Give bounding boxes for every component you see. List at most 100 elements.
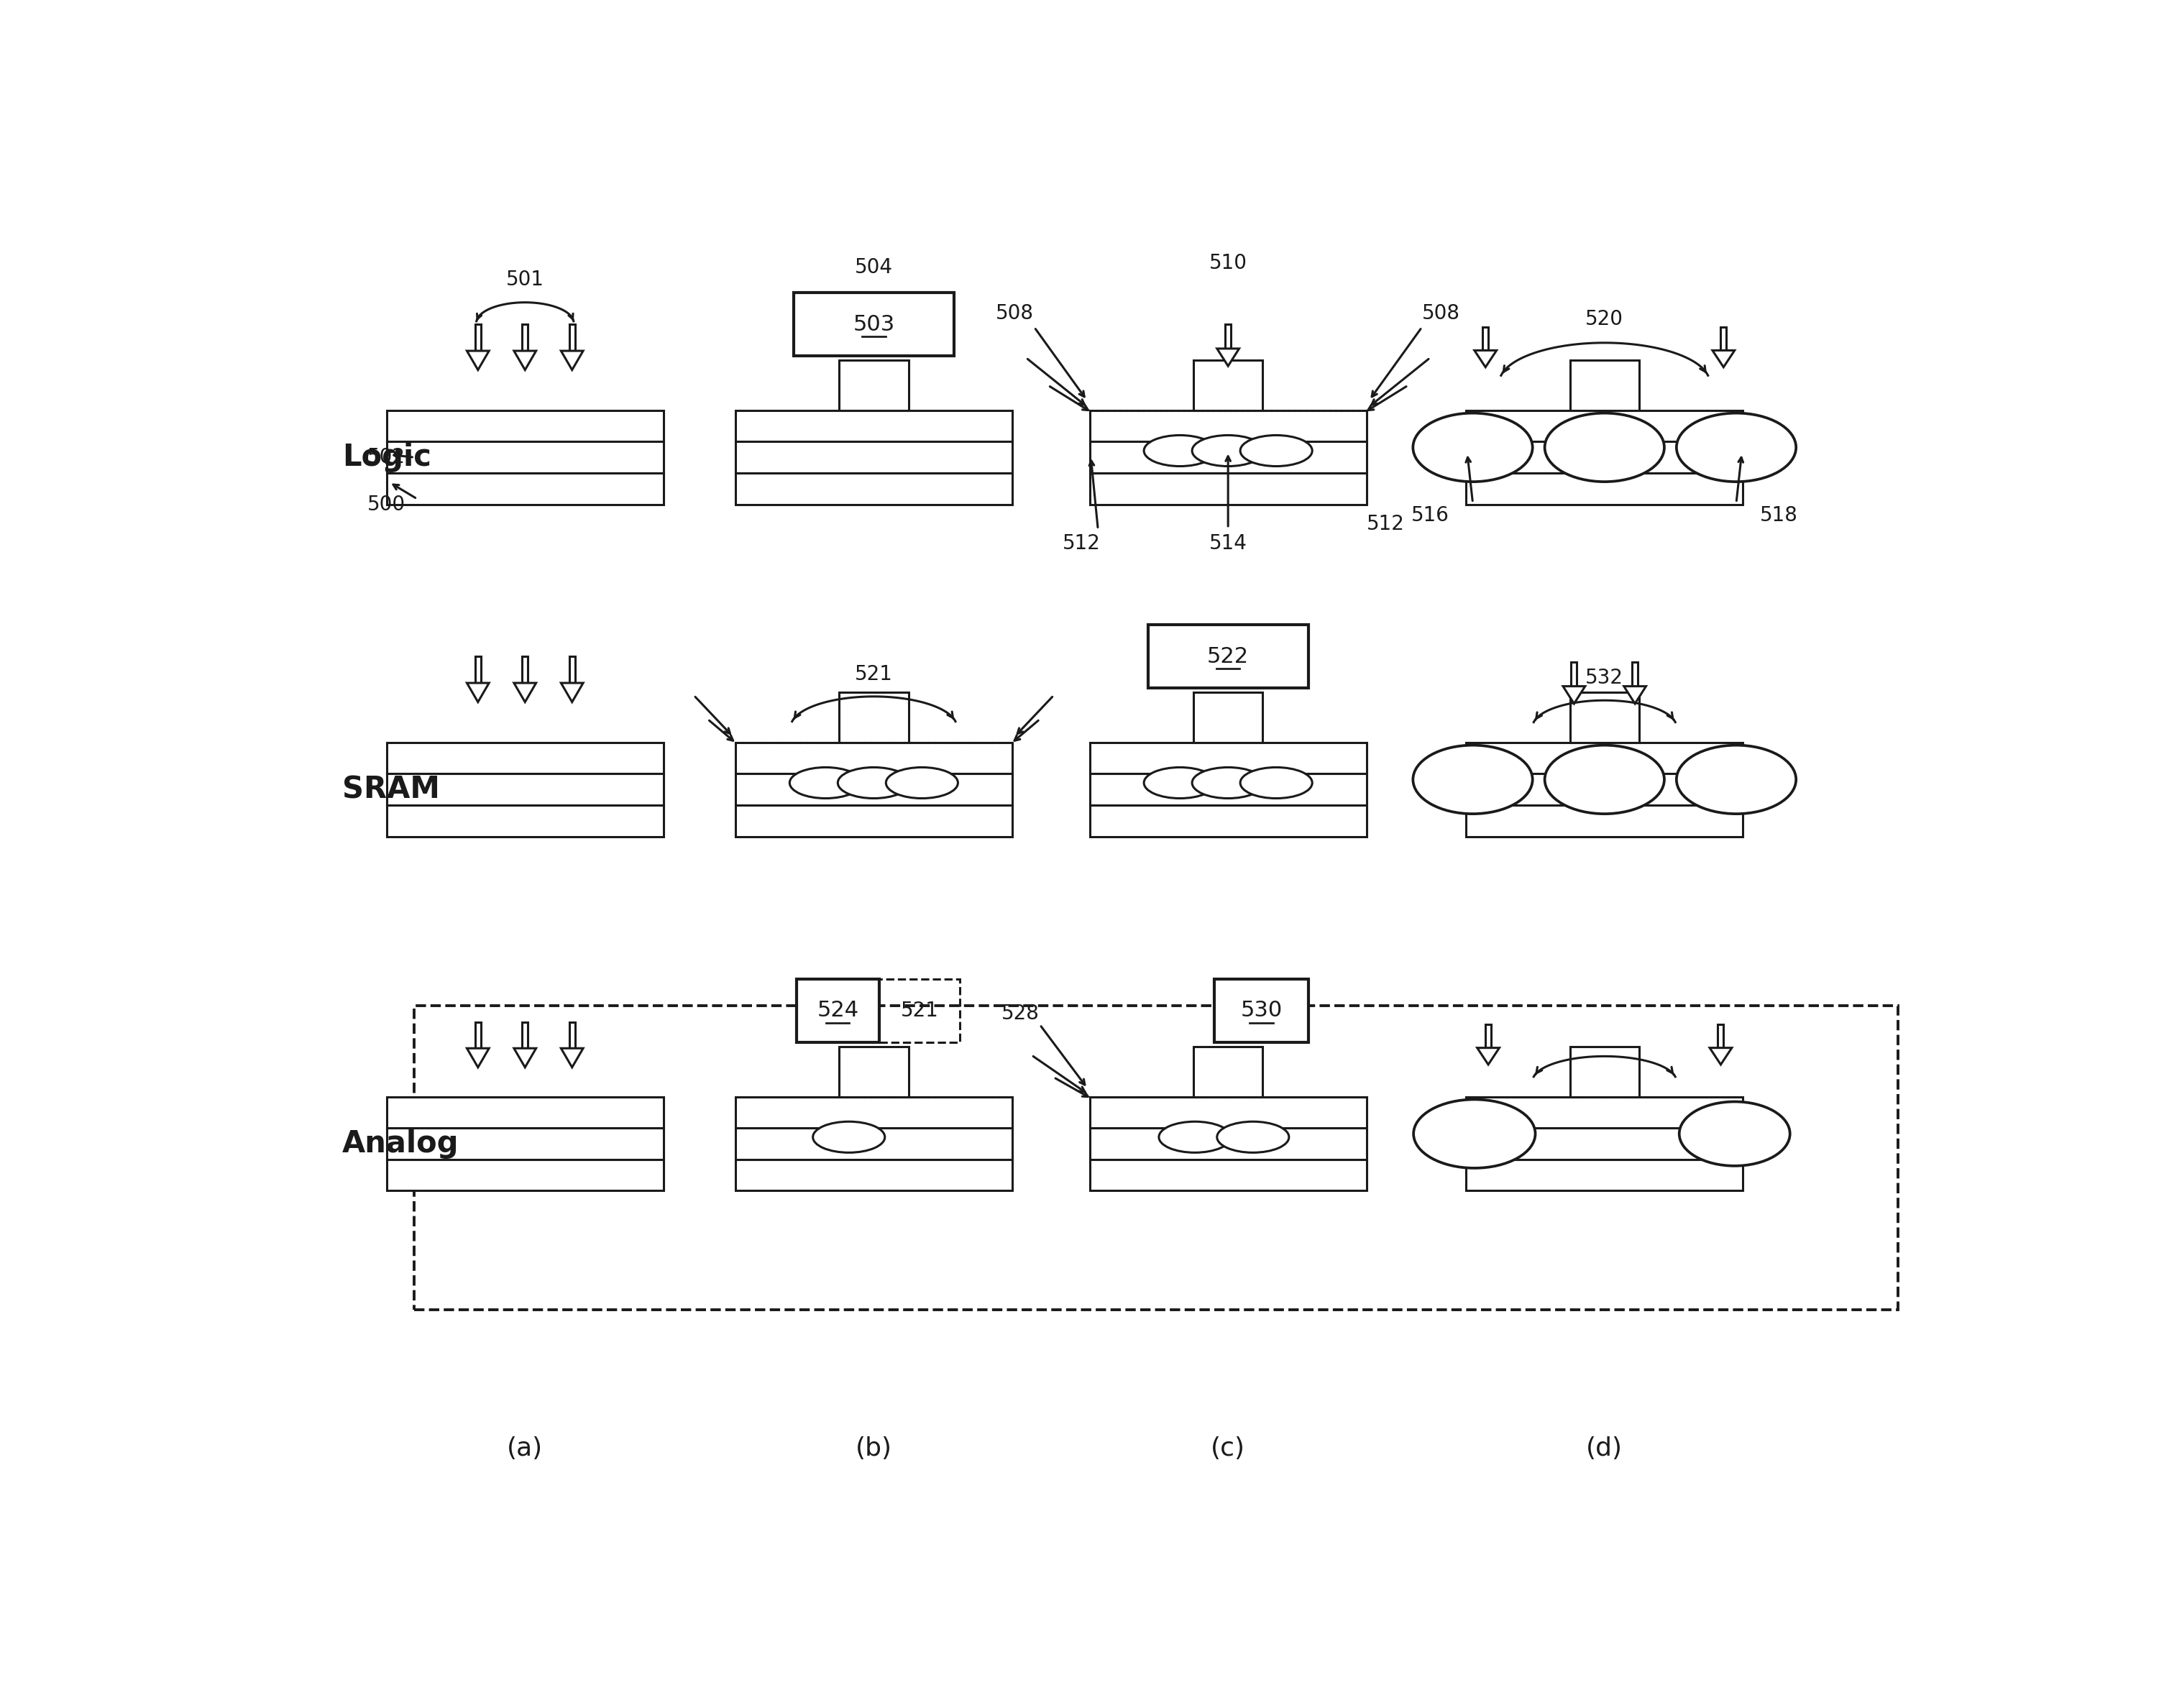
- Text: 530: 530: [1240, 1001, 1283, 1021]
- Bar: [1195, 693, 1262, 743]
- Text: 502: 502: [368, 447, 405, 468]
- Bar: [736, 473, 1013, 504]
- Text: 504: 504: [855, 258, 894, 277]
- Bar: [387, 1160, 664, 1190]
- Bar: [794, 292, 954, 355]
- Polygon shape: [515, 350, 537, 371]
- Bar: [736, 442, 1013, 473]
- Bar: [1569, 1047, 1638, 1097]
- Bar: [736, 1097, 1013, 1127]
- Bar: [879, 979, 959, 1042]
- Bar: [1571, 663, 1578, 687]
- Bar: [387, 1097, 664, 1127]
- Bar: [736, 410, 1013, 442]
- Bar: [1091, 804, 1365, 837]
- Bar: [522, 656, 528, 683]
- Bar: [1482, 328, 1489, 350]
- Bar: [736, 774, 1013, 804]
- Bar: [387, 804, 664, 837]
- Polygon shape: [560, 350, 582, 371]
- Bar: [1091, 1160, 1365, 1190]
- Polygon shape: [560, 1049, 582, 1068]
- Bar: [1569, 693, 1638, 743]
- Ellipse shape: [1160, 1122, 1231, 1153]
- Bar: [840, 1047, 909, 1097]
- Bar: [1467, 1160, 1742, 1190]
- Text: (c): (c): [1212, 1436, 1244, 1460]
- Bar: [387, 442, 664, 473]
- Text: Analog: Analog: [342, 1129, 459, 1158]
- Ellipse shape: [1240, 767, 1311, 798]
- Bar: [736, 743, 1013, 774]
- Bar: [1091, 410, 1365, 442]
- Bar: [1467, 774, 1742, 804]
- Ellipse shape: [1413, 413, 1532, 482]
- Polygon shape: [1623, 687, 1647, 704]
- Bar: [1195, 360, 1262, 410]
- Polygon shape: [1478, 1047, 1500, 1064]
- Text: 514: 514: [1210, 533, 1246, 553]
- Text: (a): (a): [506, 1436, 543, 1460]
- Polygon shape: [515, 683, 537, 702]
- Bar: [736, 1160, 1013, 1190]
- Text: 512: 512: [1368, 514, 1404, 535]
- Text: 522: 522: [1208, 646, 1249, 666]
- Bar: [1147, 625, 1309, 688]
- Bar: [1720, 328, 1727, 350]
- Ellipse shape: [1192, 436, 1264, 466]
- Polygon shape: [1712, 350, 1736, 367]
- Ellipse shape: [1413, 745, 1532, 813]
- Text: 512: 512: [1063, 533, 1099, 553]
- Bar: [1091, 743, 1365, 774]
- Bar: [1569, 360, 1638, 410]
- Bar: [522, 325, 528, 350]
- Ellipse shape: [1677, 413, 1796, 482]
- Ellipse shape: [1545, 413, 1664, 482]
- Bar: [840, 360, 909, 410]
- Polygon shape: [467, 1049, 489, 1068]
- Bar: [1467, 1127, 1742, 1160]
- Polygon shape: [1474, 350, 1497, 367]
- Text: 500: 500: [368, 494, 405, 514]
- Bar: [1467, 1097, 1742, 1127]
- Text: 524: 524: [816, 1001, 859, 1021]
- Text: 521: 521: [900, 1001, 939, 1021]
- Polygon shape: [1710, 1047, 1731, 1064]
- Text: 508: 508: [995, 304, 1034, 323]
- Bar: [736, 1127, 1013, 1160]
- Bar: [387, 473, 664, 504]
- Ellipse shape: [837, 767, 909, 798]
- Bar: [387, 774, 664, 804]
- Bar: [1718, 1025, 1725, 1047]
- Polygon shape: [515, 1049, 537, 1068]
- Text: 521: 521: [855, 664, 894, 685]
- Bar: [476, 325, 480, 350]
- Bar: [1485, 1025, 1491, 1047]
- Bar: [1467, 743, 1742, 774]
- Bar: [569, 325, 576, 350]
- Ellipse shape: [814, 1122, 885, 1153]
- Bar: [476, 656, 480, 683]
- Bar: [569, 656, 576, 683]
- Text: 501: 501: [506, 270, 543, 290]
- Ellipse shape: [790, 767, 861, 798]
- Bar: [569, 1021, 576, 1049]
- Ellipse shape: [1413, 1100, 1534, 1168]
- Bar: [522, 1021, 528, 1049]
- Bar: [1091, 1127, 1365, 1160]
- Text: 510: 510: [1210, 253, 1246, 273]
- Text: 503: 503: [853, 314, 894, 335]
- Bar: [476, 1021, 480, 1049]
- Bar: [1091, 1097, 1365, 1127]
- Bar: [1214, 979, 1309, 1042]
- Ellipse shape: [1240, 436, 1311, 466]
- Bar: [387, 743, 664, 774]
- Text: 528: 528: [1002, 1004, 1039, 1023]
- Text: 518: 518: [1759, 506, 1798, 526]
- Text: 520: 520: [1586, 309, 1623, 330]
- Ellipse shape: [1192, 767, 1264, 798]
- Bar: [1225, 325, 1231, 348]
- Ellipse shape: [1679, 1102, 1790, 1167]
- Polygon shape: [1216, 348, 1240, 366]
- Ellipse shape: [1677, 745, 1796, 813]
